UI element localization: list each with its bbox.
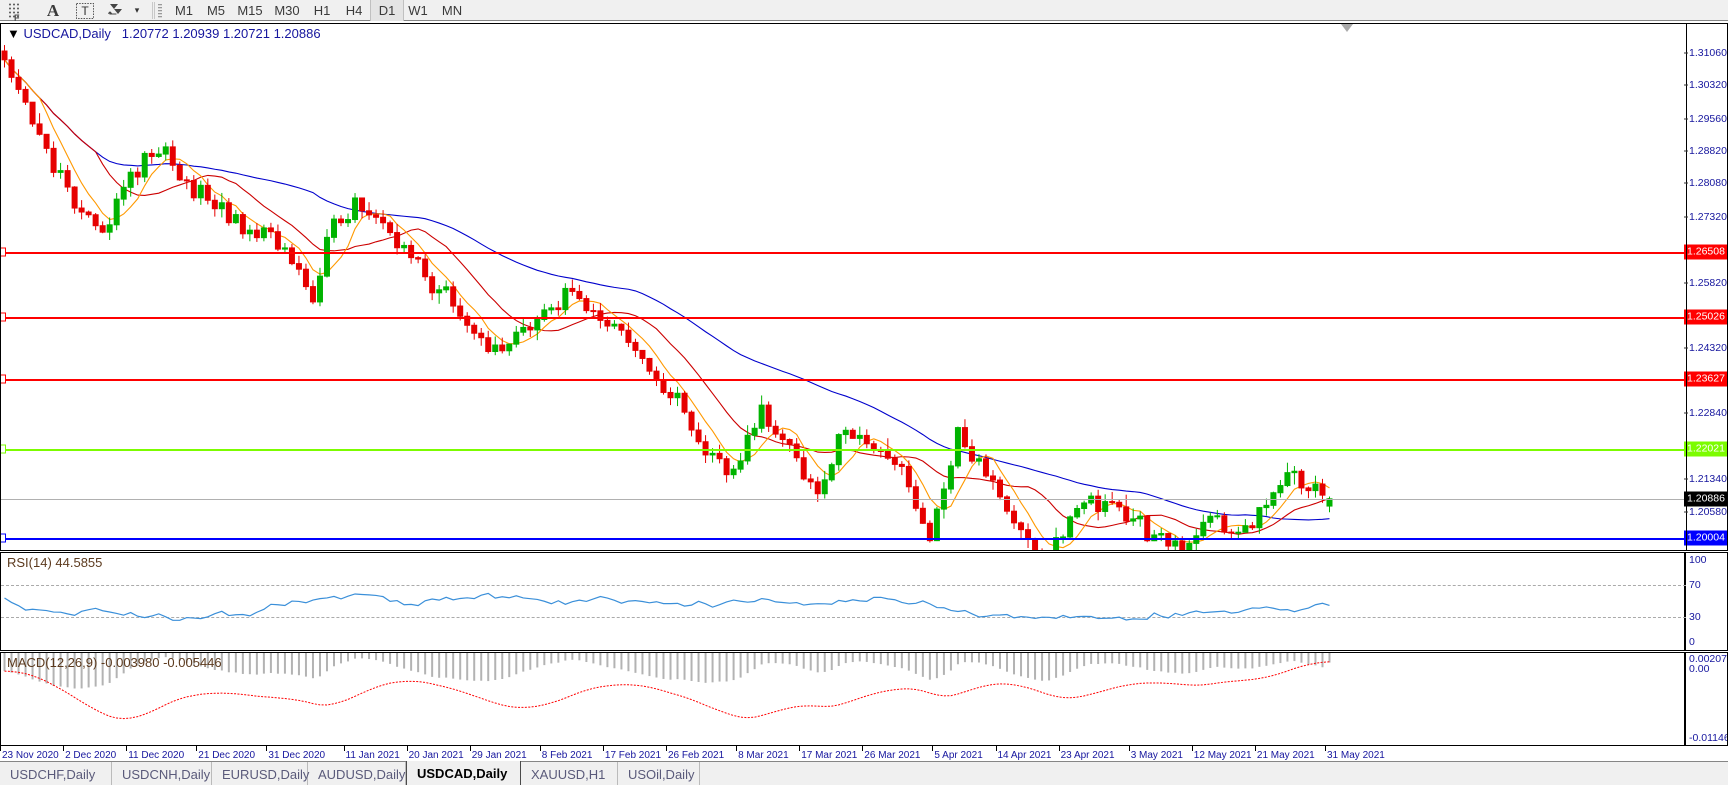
svg-text:T: T [81,4,89,18]
